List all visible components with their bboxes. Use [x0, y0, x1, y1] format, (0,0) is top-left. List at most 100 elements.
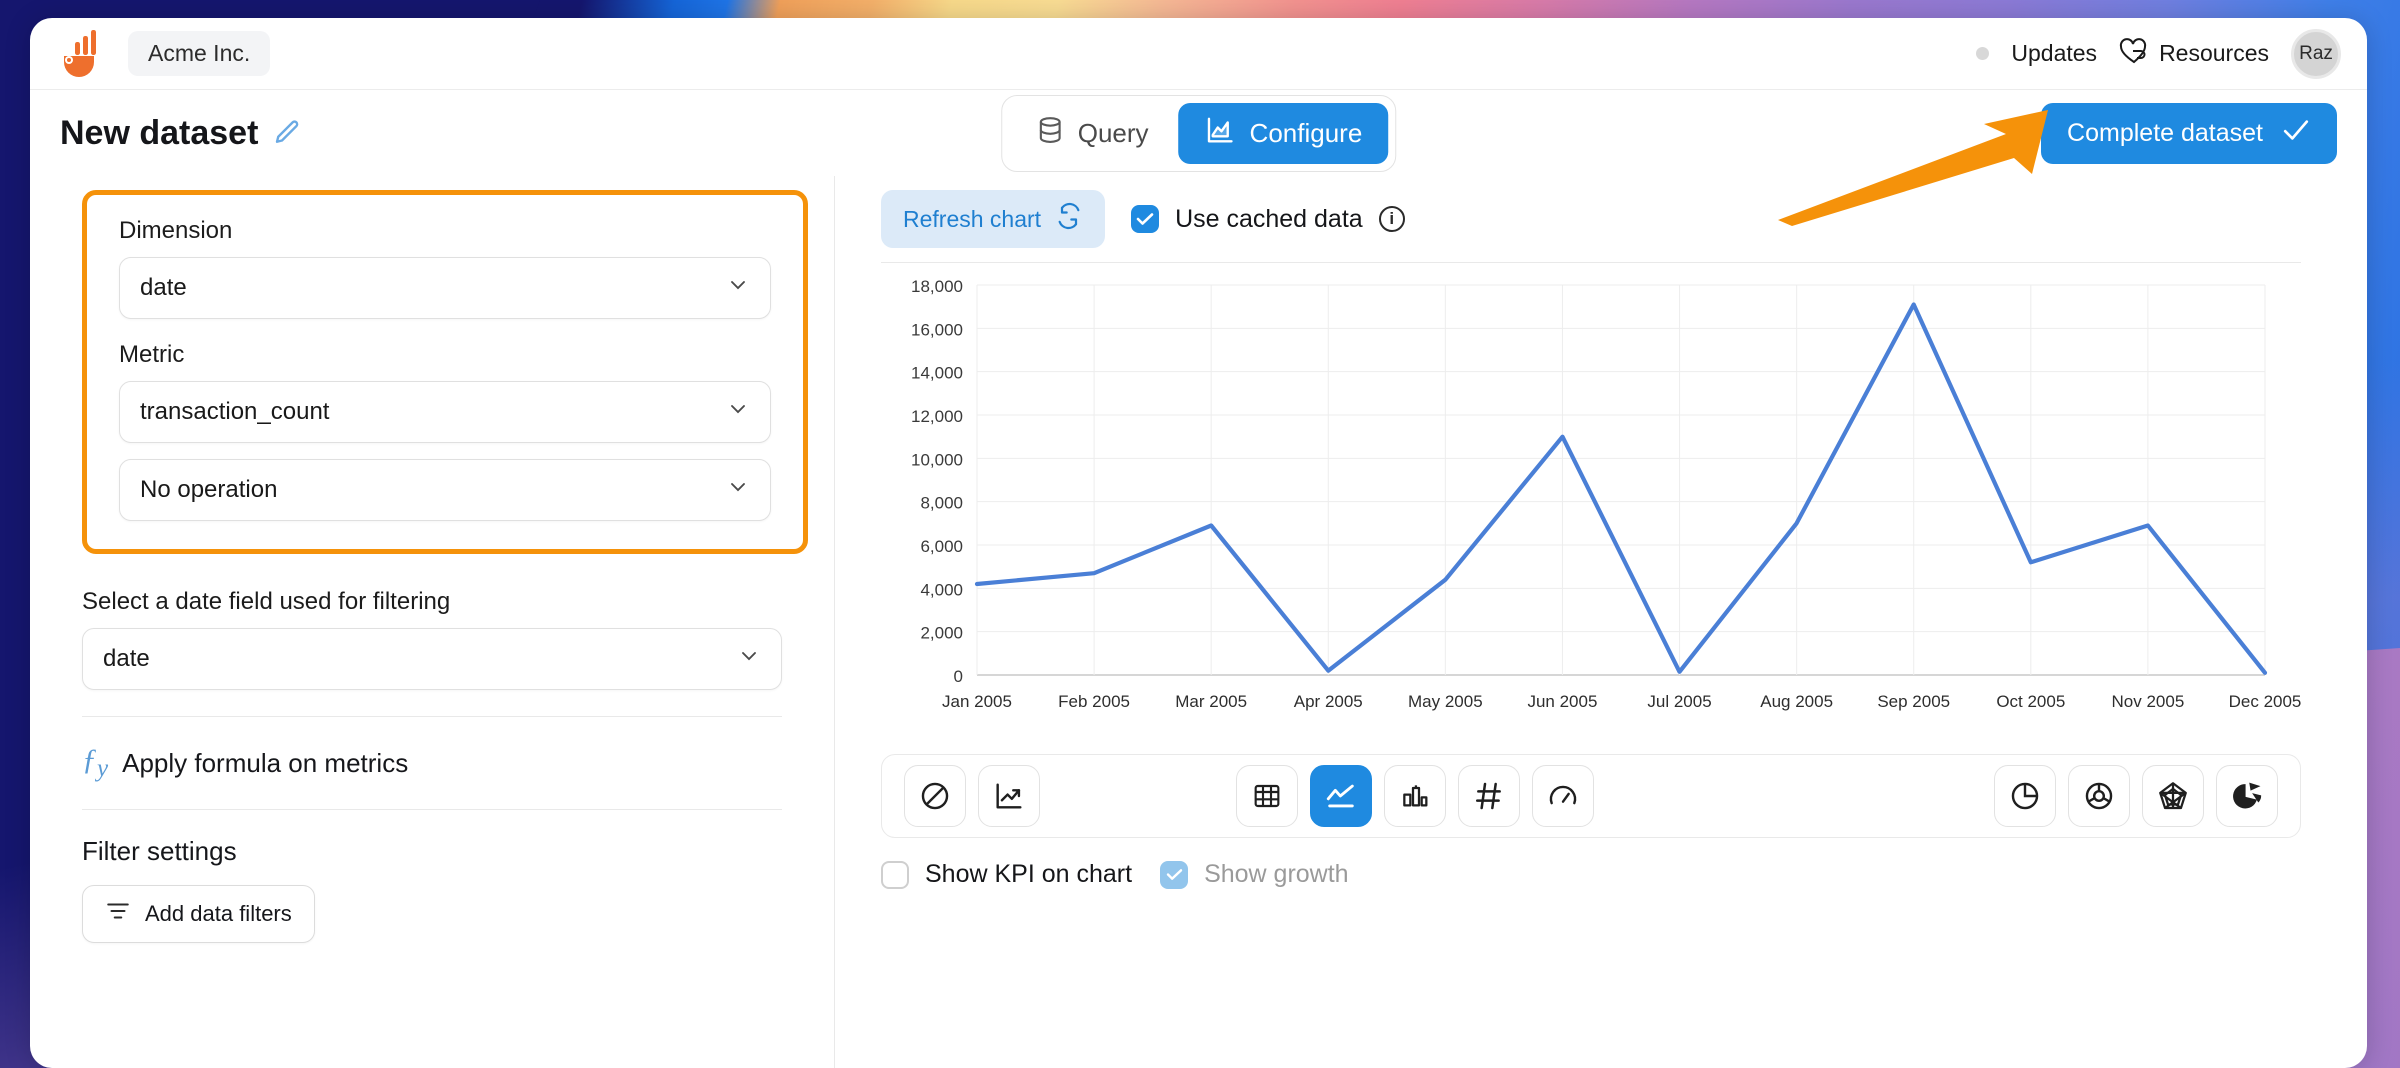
svg-text:18,000: 18,000 [911, 277, 963, 296]
fx-icon: ƒy [82, 743, 109, 782]
svg-text:Jun 2005: Jun 2005 [1527, 692, 1597, 711]
filter-icon [105, 898, 131, 930]
line-chart: 0 2,000 4,000 6,000 8,000 10,000 12,000 14,000 1… [881, 271, 2301, 736]
svg-text:Aug 2005: Aug 2005 [1760, 692, 1833, 711]
page-header: New dataset Query [30, 90, 2367, 176]
top-nav-actions: Updates Resources Raz [1976, 28, 2341, 79]
gauge-icon[interactable] [1532, 765, 1594, 827]
operation-value: No operation [140, 476, 278, 503]
svg-text:10,000: 10,000 [911, 450, 963, 469]
apply-formula-row[interactable]: ƒy Apply formula on metrics [82, 743, 782, 783]
chevron-down-icon [726, 397, 750, 428]
show-growth-checkbox[interactable] [1160, 860, 1189, 889]
metric-label: Metric [119, 341, 185, 368]
chevron-down-icon [737, 644, 761, 675]
use-cached-data-label: Use cached data [1175, 204, 1363, 233]
no-chart-icon[interactable] [904, 765, 966, 827]
date-field-select[interactable]: date [82, 628, 782, 690]
status-dot-icon [1976, 47, 1990, 60]
dimension-metric-highlight-group: Dimension date Metric transaction_count … [82, 190, 808, 554]
svg-text:Dec 2005: Dec 2005 [2229, 692, 2301, 711]
complete-dataset-label: Complete dataset [2067, 118, 2263, 147]
operation-select[interactable]: No operation [119, 459, 771, 521]
svg-text:6,000: 6,000 [920, 537, 963, 556]
divider [881, 262, 2301, 263]
user-avatar[interactable]: Raz [2291, 28, 2341, 79]
complete-dataset-button[interactable]: Complete dataset [2041, 102, 2337, 164]
refresh-icon [1055, 202, 1083, 236]
chevron-down-icon [726, 273, 750, 304]
refresh-chart-button[interactable]: Refresh chart [881, 190, 1106, 248]
main-content: Dimension date Metric transaction_count … [30, 176, 2367, 1068]
page-title: New dataset [60, 113, 259, 152]
svg-text:Jan 2005: Jan 2005 [942, 692, 1012, 711]
app-window: Acme Inc. Updates Resources Raz New d [30, 18, 2367, 1068]
svg-text:8,000: 8,000 [920, 494, 963, 513]
dimension-select[interactable]: date [119, 257, 771, 319]
use-cached-data-row: Use cached data i [1131, 205, 1405, 234]
top-navigation-bar: Acme Inc. Updates Resources Raz [30, 18, 2367, 90]
table-icon[interactable] [1236, 765, 1298, 827]
svg-text:4,000: 4,000 [920, 580, 963, 599]
coffee-cup-bars-logo[interactable] [56, 29, 108, 78]
show-kpi-row: Show KPI on chart [881, 860, 1132, 889]
resources-link[interactable]: Resources [2119, 37, 2269, 71]
svg-text:Jul 2005: Jul 2005 [1647, 692, 1711, 711]
pencil-icon[interactable] [272, 118, 302, 148]
tab-configure[interactable]: Configure [1178, 102, 1389, 164]
updates-link[interactable]: Updates [2011, 40, 2097, 67]
svg-text:Feb 2005: Feb 2005 [1058, 692, 1130, 711]
use-cached-data-checkbox[interactable] [1131, 205, 1160, 233]
exploded-pie-chart-icon[interactable] [2216, 765, 2278, 827]
svg-text:Mar 2005: Mar 2005 [1175, 692, 1247, 711]
svg-text:12,000: 12,000 [911, 407, 963, 426]
add-data-filters-button[interactable]: Add data filters [82, 885, 315, 943]
show-kpi-label: Show KPI on chart [925, 860, 1133, 888]
tab-query[interactable]: Query [1009, 103, 1175, 164]
filter-settings-label: Filter settings [82, 836, 237, 866]
svg-text:14,000: 14,000 [911, 364, 963, 383]
chart-display-options: Show KPI on chart Show growth [881, 860, 2367, 889]
refresh-chart-label: Refresh chart [903, 205, 1042, 232]
svg-text:16,000: 16,000 [911, 320, 963, 339]
svg-text:0: 0 [954, 667, 963, 686]
chart-type-toolbar [881, 754, 2301, 838]
line-chart-icon[interactable] [1310, 765, 1372, 827]
metric-select[interactable]: transaction_count [119, 381, 771, 443]
tab-query-label: Query [1077, 117, 1149, 148]
trend-chart-icon[interactable] [978, 765, 1040, 827]
chart-type-group-right [1994, 765, 2278, 827]
tab-configure-label: Configure [1249, 117, 1363, 148]
tenant-selector[interactable]: Acme Inc. [128, 31, 271, 76]
chart-type-group-left [904, 765, 1040, 827]
svg-text:Apr 2005: Apr 2005 [1294, 692, 1363, 711]
add-data-filters-label: Add data filters [145, 901, 292, 926]
check-icon [2281, 118, 2311, 149]
resources-label: Resources [2159, 40, 2269, 66]
database-icon [1035, 115, 1065, 152]
show-growth-row: Show growth [1160, 860, 1349, 889]
svg-text:May 2005: May 2005 [1408, 692, 1483, 711]
dimension-label: Dimension [119, 217, 233, 244]
svg-text:Oct 2005: Oct 2005 [1996, 692, 2065, 711]
svg-text:Sep 2005: Sep 2005 [1877, 692, 1950, 711]
chart-panel: Refresh chart Use cached data i [835, 176, 2367, 1068]
apply-formula-label: Apply formula on metrics [122, 747, 409, 778]
area-chart-icon [1205, 115, 1237, 152]
updates-label: Updates [2011, 40, 2098, 66]
configure-sidebar: Dimension date Metric transaction_count … [30, 176, 835, 1068]
show-kpi-checkbox[interactable] [881, 860, 909, 889]
info-icon[interactable]: i [1378, 206, 1405, 232]
bar-chart-icon[interactable] [1384, 765, 1446, 827]
show-growth-label: Show growth [1204, 860, 1349, 888]
divider [82, 809, 782, 810]
chart-canvas: 0 2,000 4,000 6,000 8,000 10,000 12,000 14,000 1… [911, 277, 2301, 711]
radar-chart-icon[interactable] [2142, 765, 2204, 827]
avatar-initials: Raz [2299, 42, 2333, 64]
divider [82, 716, 782, 717]
number-hash-icon[interactable] [1458, 765, 1520, 827]
donut-chart-icon[interactable] [2068, 765, 2130, 827]
pie-chart-icon[interactable] [1994, 765, 2056, 827]
chart-toolbar: Refresh chart Use cached data i [881, 190, 2367, 248]
date-field-value: date [103, 645, 150, 672]
